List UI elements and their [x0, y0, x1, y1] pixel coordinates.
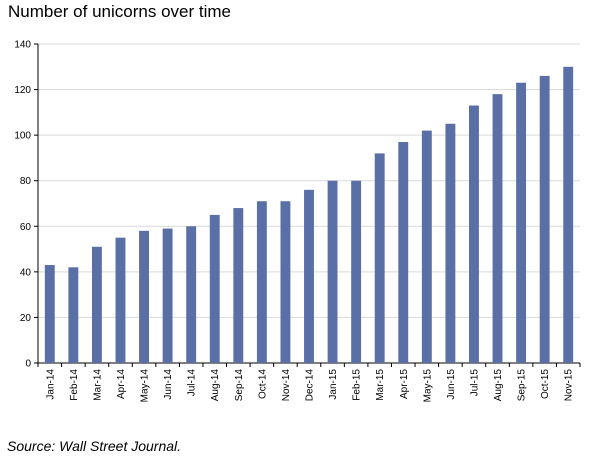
- bar: [186, 226, 197, 363]
- x-tick-label: Oct-15: [540, 369, 551, 399]
- x-tick-label: May-14: [140, 369, 151, 403]
- x-tick-label: Nov-14: [281, 369, 292, 402]
- x-tick-label: Aug-14: [210, 369, 221, 402]
- bar: [115, 237, 126, 363]
- y-tick-label: 20: [20, 313, 32, 324]
- x-tick-label: Feb-15: [352, 369, 363, 401]
- bar: [539, 75, 550, 364]
- bar: [209, 214, 220, 363]
- bar: [445, 123, 456, 363]
- x-tick-label: Apr-14: [116, 369, 127, 399]
- y-tick-label: 140: [14, 40, 31, 51]
- x-tick-label: Feb-14: [69, 369, 80, 401]
- y-tick-label: 120: [14, 85, 31, 96]
- bar: [327, 180, 338, 363]
- bar: [139, 230, 149, 363]
- x-tick-label: Dec-14: [305, 369, 316, 402]
- bar: [68, 267, 79, 363]
- x-tick-label: Apr-15: [399, 369, 410, 399]
- bar: [280, 201, 291, 363]
- y-tick-label: 60: [20, 222, 32, 233]
- x-tick-label: Nov-15: [564, 369, 575, 402]
- bar: [374, 153, 385, 363]
- bar: [469, 105, 479, 364]
- x-tick-label: Sep-15: [517, 369, 528, 402]
- bar: [421, 130, 432, 363]
- bar: [351, 180, 362, 363]
- bar: [398, 141, 409, 363]
- source-note: Source: Wall Street Journal.: [7, 438, 182, 454]
- x-tick-label: Aug-15: [493, 369, 504, 402]
- bar: [91, 246, 102, 363]
- x-tick-label: Jun-14: [163, 369, 174, 400]
- bar: [516, 82, 527, 363]
- bar: [44, 265, 55, 363]
- x-tick-label: Jan-15: [328, 369, 339, 400]
- bar: [563, 66, 574, 364]
- x-tick-label: Sep-14: [234, 369, 245, 402]
- chart-title: Number of unicorns over time: [8, 2, 231, 21]
- x-tick-label: Jul-15: [469, 369, 480, 397]
- x-tick-label: May-15: [422, 369, 433, 403]
- y-tick-label: 100: [14, 131, 31, 142]
- x-tick-label: Jan-14: [45, 369, 56, 400]
- x-tick-label: Oct-14: [257, 369, 268, 399]
- x-tick-label: Mar-14: [92, 369, 103, 401]
- bar: [304, 189, 314, 363]
- x-tick-label: Jul-14: [187, 369, 198, 397]
- y-tick-label: 40: [20, 267, 32, 278]
- x-tick-label: Jun-15: [446, 369, 457, 400]
- x-tick-label: Mar-15: [375, 369, 386, 401]
- y-tick-label: 80: [20, 176, 32, 187]
- y-tick-label: 0: [25, 359, 31, 370]
- bar: [162, 228, 173, 363]
- bar: [233, 208, 244, 363]
- bar: [256, 201, 267, 363]
- bar: [492, 94, 503, 363]
